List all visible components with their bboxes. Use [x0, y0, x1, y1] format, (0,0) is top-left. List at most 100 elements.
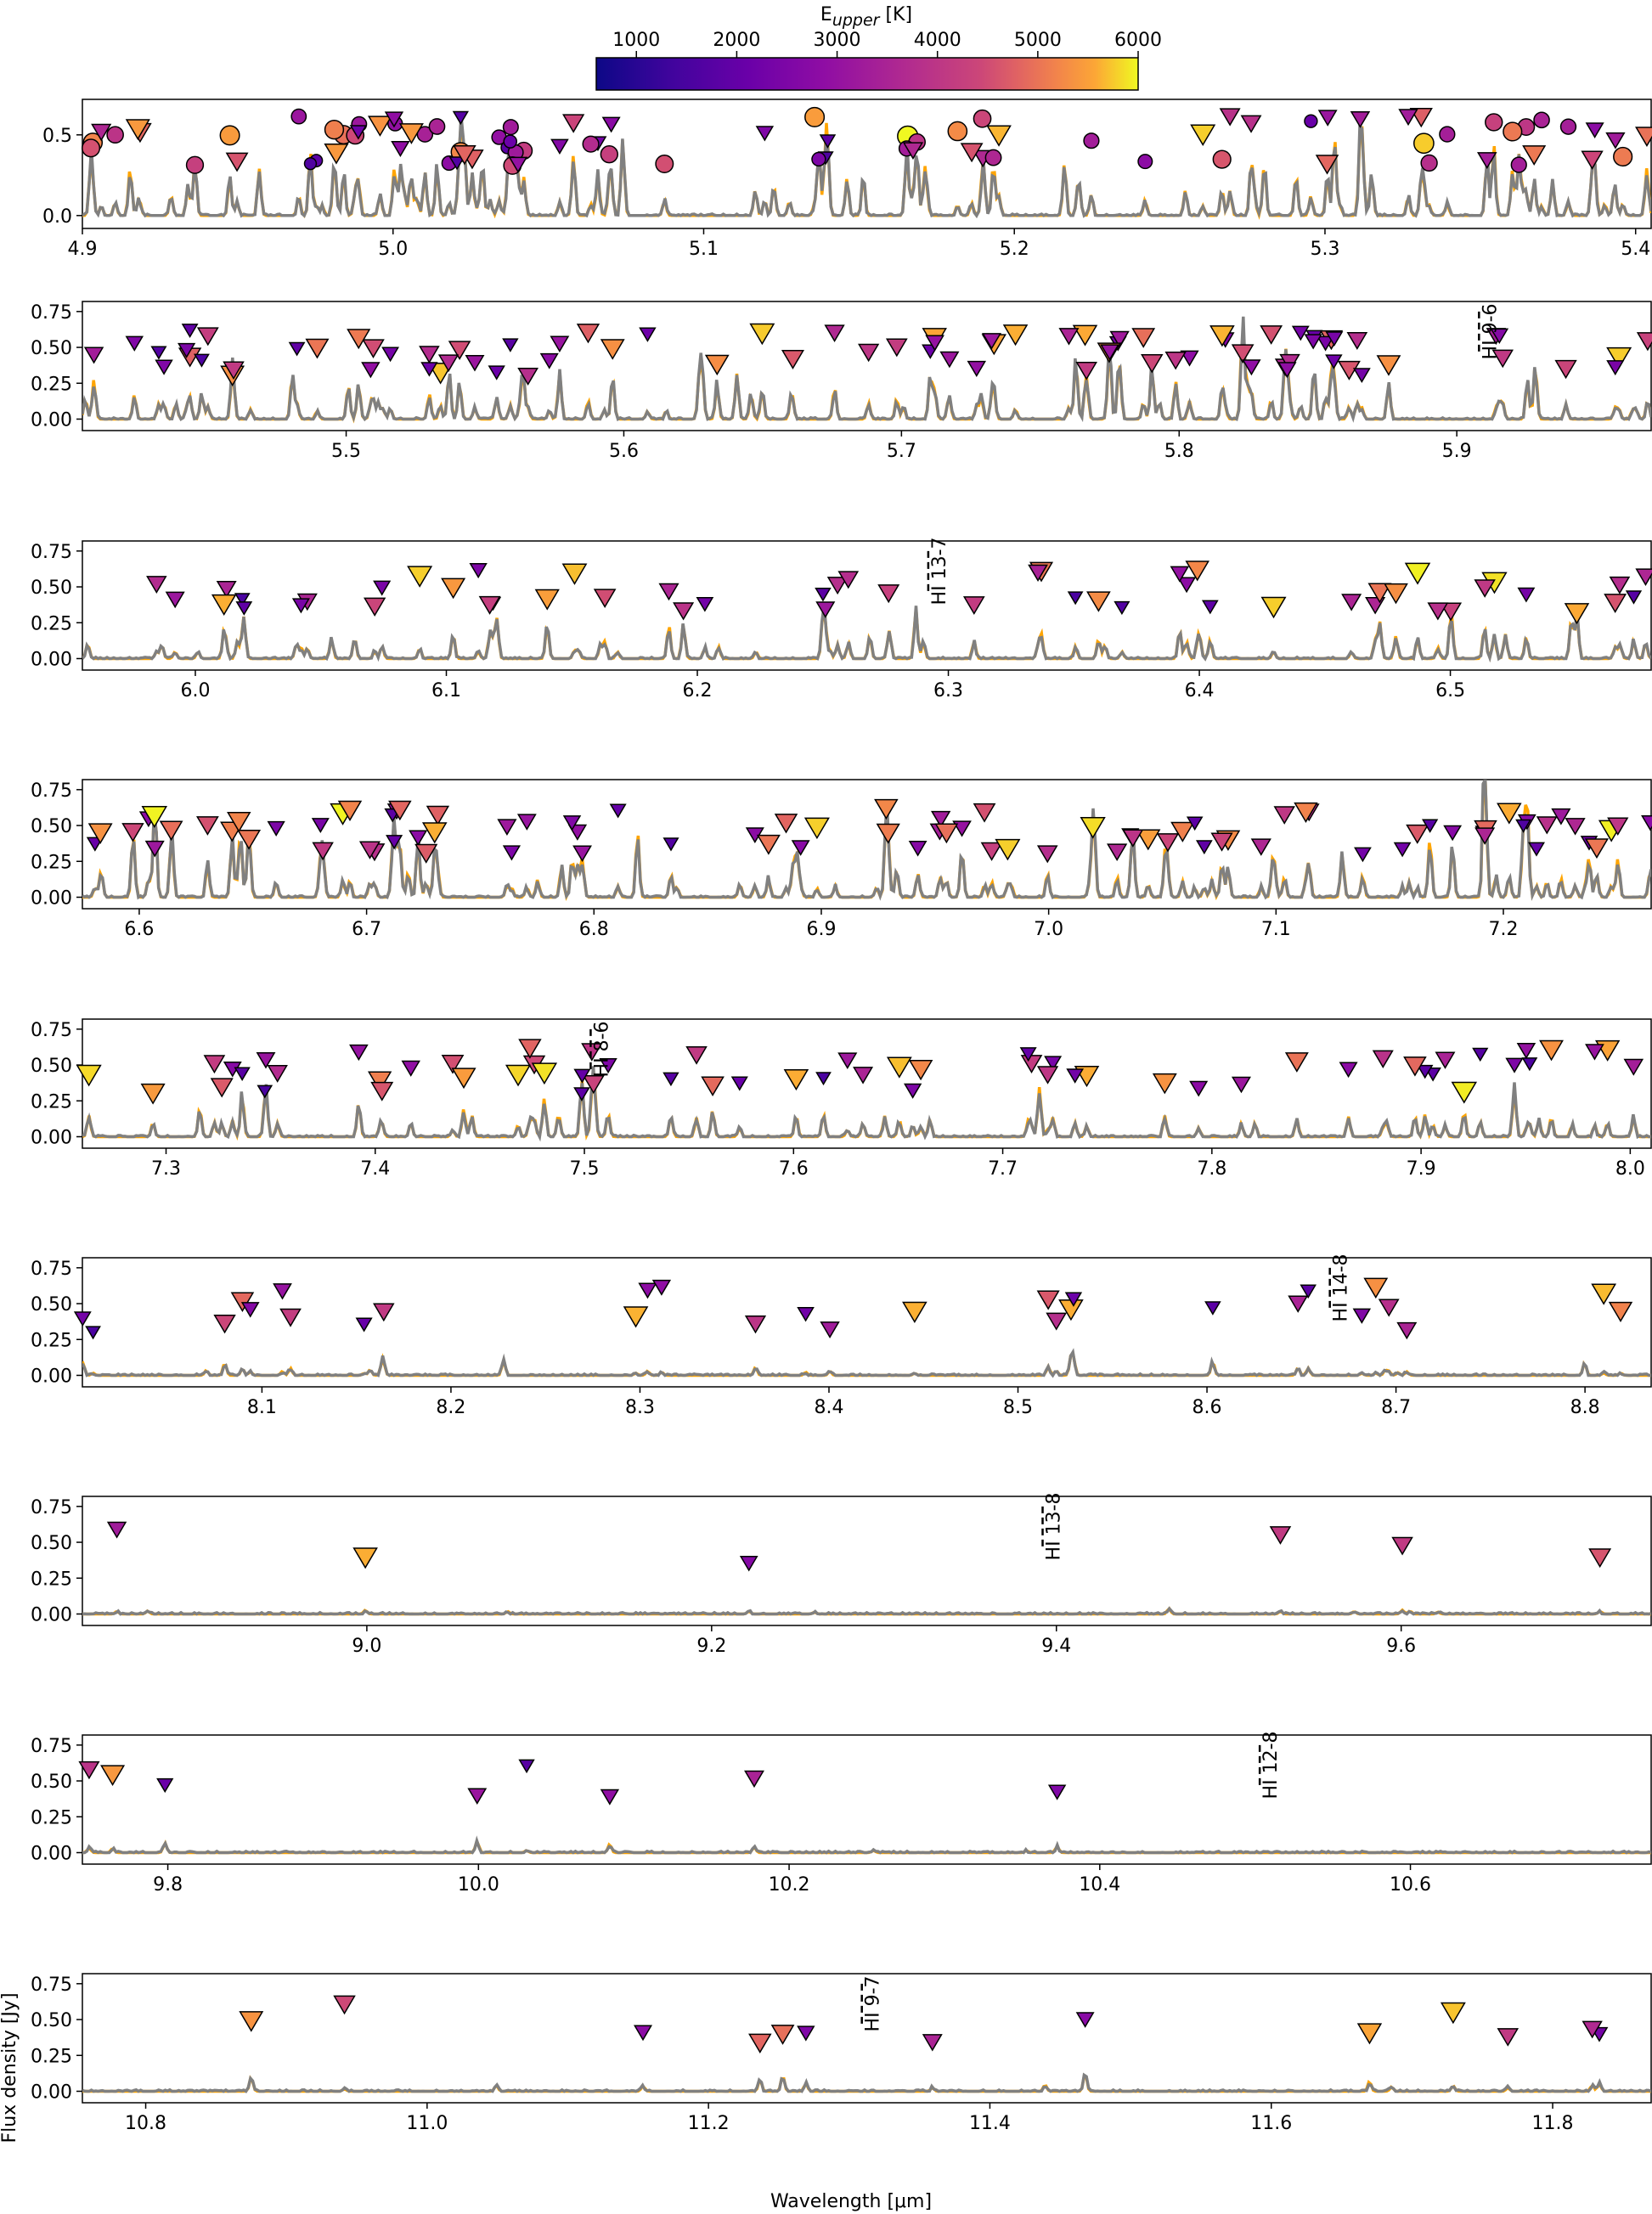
x-tick-label: 5.7	[887, 441, 916, 462]
line-marker-triangle	[362, 339, 385, 359]
line-marker-triangle	[904, 1083, 922, 1099]
line-marker-triangle	[1260, 325, 1283, 345]
line-marker-triangle	[1527, 842, 1546, 857]
line-marker-triangle	[744, 1315, 767, 1334]
line-marker-circle	[600, 145, 618, 164]
line-marker-triangle	[181, 324, 199, 339]
line-marker-triangle	[562, 815, 582, 831]
x-tick-label: 9.2	[696, 1636, 726, 1657]
line-marker-triangle	[939, 351, 960, 369]
line-marker-triangle	[601, 116, 621, 133]
line-marker-triangle	[1100, 344, 1119, 361]
line-marker-triangle	[467, 1788, 488, 1805]
colorbar-title-sub: upper	[832, 11, 881, 30]
line-marker-triangle	[1635, 568, 1652, 586]
panel-7: 9.0 9.2 9.4 9.6 0.00 0.25 0.50 0.75 HI 13-8	[31, 1492, 1652, 1657]
line-marker-triangle	[437, 354, 460, 373]
line-marker-triangle	[502, 845, 522, 861]
line-marker-triangle	[1451, 1081, 1478, 1104]
x-tick-label: 6.1	[431, 680, 461, 701]
y-tick-label: 0.00	[31, 409, 72, 431]
y-tick-label: 0.50	[31, 816, 72, 837]
line-marker-triangle	[730, 1076, 748, 1091]
line-marker-triangle	[1352, 368, 1371, 384]
line-marker-triangle	[1367, 583, 1392, 604]
line-marker-triangle	[106, 1521, 127, 1539]
x-tick-label: 6.2	[683, 680, 713, 701]
line-marker-triangle	[837, 571, 860, 589]
line-marker-triangle	[230, 1292, 255, 1312]
line-marker-triangle	[980, 842, 1003, 861]
x-tick-label: 5.4	[1621, 239, 1650, 260]
line-marker-triangle	[572, 845, 592, 862]
x-tick-label: 5.6	[609, 441, 639, 462]
line-marker-circle	[185, 155, 205, 174]
line-marker-triangle	[1341, 594, 1362, 611]
panel-frame	[82, 1973, 1652, 2104]
line-marker-triangle	[1231, 344, 1255, 364]
line-marker-triangle	[902, 1301, 927, 1323]
line-marker-triangle	[1080, 817, 1106, 839]
line-marker-circle	[1533, 111, 1550, 129]
line-marker-triangle	[349, 1044, 369, 1062]
line-marker-triangle	[573, 1068, 591, 1084]
y-tick-label: 0.50	[31, 2010, 72, 2031]
observed-spectrum-line	[82, 780, 1651, 901]
line-marker-circle	[428, 118, 446, 135]
y-tick-label: 0.75	[31, 1736, 72, 1757]
line-marker-triangle	[995, 838, 1021, 861]
x-tick-label: 6.3	[933, 680, 963, 701]
line-marker-triangle	[1352, 1308, 1372, 1324]
line-marker-triangle	[159, 820, 183, 842]
line-marker-triangle	[125, 119, 150, 140]
line-marker-triangle	[234, 593, 251, 607]
line-marker-triangle	[815, 587, 832, 602]
line-marker-triangle	[1474, 579, 1496, 598]
line-marker-triangle	[1472, 1047, 1489, 1062]
line-marker-triangle	[156, 1777, 174, 1794]
line-marker-triangle	[85, 1326, 101, 1340]
line-marker-circle	[324, 120, 345, 140]
line-marker-triangle	[783, 1069, 809, 1091]
line-marker-triangle	[240, 1302, 260, 1318]
line-marker-triangle	[364, 597, 386, 617]
panels: 4.9 5.0 5.1 5.2 5.3 5.4 0.0 0.5 5.5 5.6 5.7 5.8 5.9 0…	[31, 99, 1652, 2134]
line-marker-triangle	[967, 360, 987, 377]
line-marker-triangle	[1350, 110, 1371, 128]
line-marker-triangle	[1064, 1292, 1083, 1307]
y-tick-label: 0.75	[31, 542, 72, 563]
line-marker-triangle	[1393, 842, 1412, 858]
line-marker-triangle	[1240, 115, 1262, 133]
line-marker-triangle	[609, 803, 627, 819]
y-tick-label: 0.50	[31, 1772, 72, 1793]
line-marker-triangle	[1075, 361, 1098, 380]
y-tick-label: 0.50	[31, 1294, 72, 1315]
line-marker-triangle	[1354, 847, 1372, 863]
line-marker-triangle	[497, 819, 517, 837]
line-marker-circle	[1304, 114, 1318, 128]
line-marker-triangle	[355, 1317, 373, 1332]
line-marker-triangle	[155, 359, 173, 375]
line-marker-triangle	[1219, 108, 1241, 127]
line-marker-triangle	[1551, 808, 1571, 825]
line-marker-circle	[973, 109, 992, 128]
line-marker-triangle	[451, 1068, 476, 1090]
line-marker-triangle	[973, 803, 996, 823]
line-marker-triangle	[550, 138, 569, 155]
line-marker-triangle	[885, 338, 908, 358]
line-marker-triangle	[581, 1043, 603, 1062]
x-tick-label: 8.5	[1003, 1397, 1033, 1418]
line-marker-triangle	[685, 1046, 708, 1065]
colorbar-tick-label: 4000	[914, 30, 961, 51]
panel-4: 6.6 6.7 6.8 6.9 7.0 7.1 7.2 0.00 0.25 0.50 0.75	[31, 779, 1652, 940]
line-marker-triangle	[391, 140, 410, 157]
line-marker-circle	[503, 134, 518, 149]
line-marker-triangle	[1291, 325, 1310, 341]
panel-2: 5.5 5.6 5.7 5.8 5.9 0.00 0.25 0.50 0.75 HI 9-6	[31, 301, 1652, 462]
line-marker-triangle	[749, 323, 775, 346]
line-marker-triangle	[311, 818, 330, 834]
line-marker-circle	[502, 119, 519, 136]
y-tick-label: 0.25	[31, 2046, 72, 2067]
y-tick-label: 0.75	[31, 1975, 72, 1996]
line-marker-triangle	[858, 343, 880, 363]
